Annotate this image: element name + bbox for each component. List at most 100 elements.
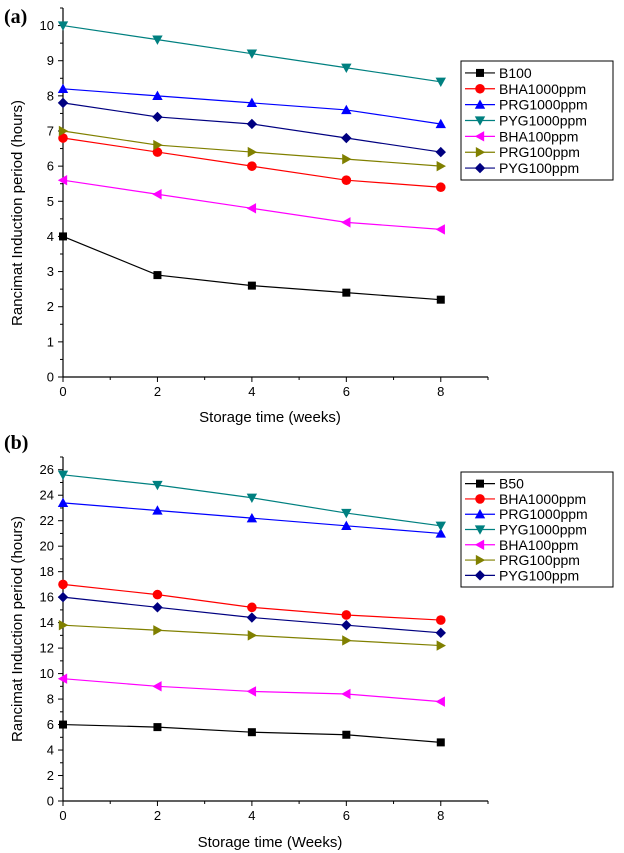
series-prg1000ppm — [57, 497, 446, 538]
data-point — [341, 104, 352, 115]
data-point — [342, 288, 351, 297]
data-point — [58, 125, 69, 137]
data-point — [341, 132, 352, 144]
data-point — [152, 189, 162, 200]
data-point — [435, 696, 445, 707]
series-prg1000ppm — [57, 83, 446, 129]
legend-label: PRG100ppm — [499, 552, 580, 568]
x-tick-label: 4 — [248, 384, 255, 399]
y-tick-label: 6 — [47, 159, 54, 174]
y-tick-label: 1 — [47, 334, 54, 349]
y-tick-label: 4 — [47, 743, 54, 758]
x-tick-label: 2 — [154, 808, 161, 823]
data-point — [153, 723, 162, 732]
data-point — [341, 688, 351, 700]
data-point — [435, 77, 446, 87]
legend-label: PRG1000ppm — [499, 97, 588, 113]
y-tick-label: 14 — [40, 615, 54, 630]
legend-label: BHA1000ppm — [499, 81, 586, 97]
data-point — [341, 610, 352, 620]
data-point — [342, 635, 352, 646]
y-tick-label: 9 — [47, 53, 54, 68]
legend-entry: BHA1000ppm — [465, 81, 586, 97]
series-line — [62, 130, 441, 167]
legend-marker — [474, 131, 485, 142]
legend: B50BHA1000ppmPRG1000ppmPYG1000ppmBHA100p… — [460, 471, 614, 588]
legend-label: BHA100ppm — [499, 128, 578, 144]
y-tick-label: 3 — [47, 264, 54, 279]
y-tick-label: 8 — [47, 88, 54, 103]
legend-marker — [475, 147, 486, 158]
y-tick-label: 0 — [47, 370, 54, 385]
x-axis-label-a: Storage time (weeks) — [199, 409, 341, 426]
panel-label-b: (b) — [4, 432, 28, 454]
data-point — [152, 589, 163, 600]
data-point — [152, 35, 163, 45]
series-line — [62, 235, 441, 301]
data-point — [57, 83, 69, 93]
data-point — [57, 470, 69, 481]
legend-entry: BHA100ppm — [465, 537, 578, 553]
legend-entry: BHA1000ppm — [465, 491, 586, 507]
data-point — [246, 118, 258, 130]
legend-label: BHA1000ppm — [499, 491, 586, 507]
legend-label: PRG100ppm — [499, 144, 580, 160]
series-bha1000ppm — [58, 133, 446, 193]
legend-marker — [474, 509, 486, 519]
data-point — [435, 615, 446, 625]
y-tick-label: 2 — [47, 299, 54, 314]
legend-marker — [474, 539, 485, 550]
series-b100 — [59, 232, 445, 304]
series-pyg1000ppm — [57, 470, 446, 531]
data-point — [247, 630, 258, 641]
data-point — [435, 224, 445, 235]
y-tick-label: 24 — [40, 488, 54, 503]
chart-panel-b: (b) Rancimat Induction period (hours) St… — [4, 432, 614, 851]
x-axis-label-b: Storage time (Weeks) — [198, 834, 343, 851]
x-tick-label: 0 — [59, 808, 66, 823]
legend-entry: PYG1000ppm — [465, 113, 587, 129]
series-pyg1000ppm — [57, 21, 446, 87]
legend-entry: PYG100ppm — [465, 567, 579, 583]
data-point — [435, 521, 446, 531]
legend-label: PYG1000ppm — [499, 113, 587, 129]
legend-marker — [474, 116, 486, 126]
data-point — [436, 160, 446, 172]
y-tick-label: 6 — [47, 717, 54, 732]
data-point — [435, 146, 446, 158]
y-tick-label: 7 — [47, 124, 54, 139]
data-point — [152, 147, 163, 157]
legend-entry: PRG1000ppm — [465, 506, 588, 522]
legend: B100BHA1000ppmPRG1000ppmPYG1000ppmBHA100… — [460, 60, 614, 181]
x-tick-label: 2 — [154, 384, 161, 399]
y-tick-label: 2 — [47, 768, 54, 783]
series-bha1000ppm — [58, 579, 446, 625]
x-tick-label: 8 — [437, 808, 444, 823]
legend-label: PYG1000ppm — [499, 522, 587, 538]
y-tick-label: 10 — [40, 18, 54, 33]
data-point — [57, 497, 69, 508]
legend-entry: BHA100ppm — [465, 128, 578, 144]
data-point — [342, 730, 351, 739]
chart-panel-a: (a) Rancimat Induction period (hours) St… — [4, 6, 614, 426]
legend-marker — [475, 554, 486, 566]
legend-marker — [474, 162, 486, 174]
data-point — [152, 505, 163, 515]
data-point — [246, 49, 258, 59]
data-point — [58, 619, 69, 631]
y-tick-label: 22 — [40, 513, 54, 528]
legend-marker — [475, 83, 485, 94]
data-point — [341, 520, 352, 530]
data-point — [342, 153, 352, 165]
x-tick-label: 4 — [248, 808, 255, 823]
data-point — [246, 512, 258, 523]
y-tick-label: 0 — [47, 794, 54, 809]
y-tick-label: 18 — [40, 564, 54, 579]
data-point — [341, 217, 351, 228]
data-point — [59, 232, 67, 241]
series-prg100ppm — [58, 619, 446, 651]
legend-entry: PRG1000ppm — [465, 97, 588, 113]
legend-label: PRG1000ppm — [499, 506, 588, 522]
data-point — [436, 640, 446, 651]
